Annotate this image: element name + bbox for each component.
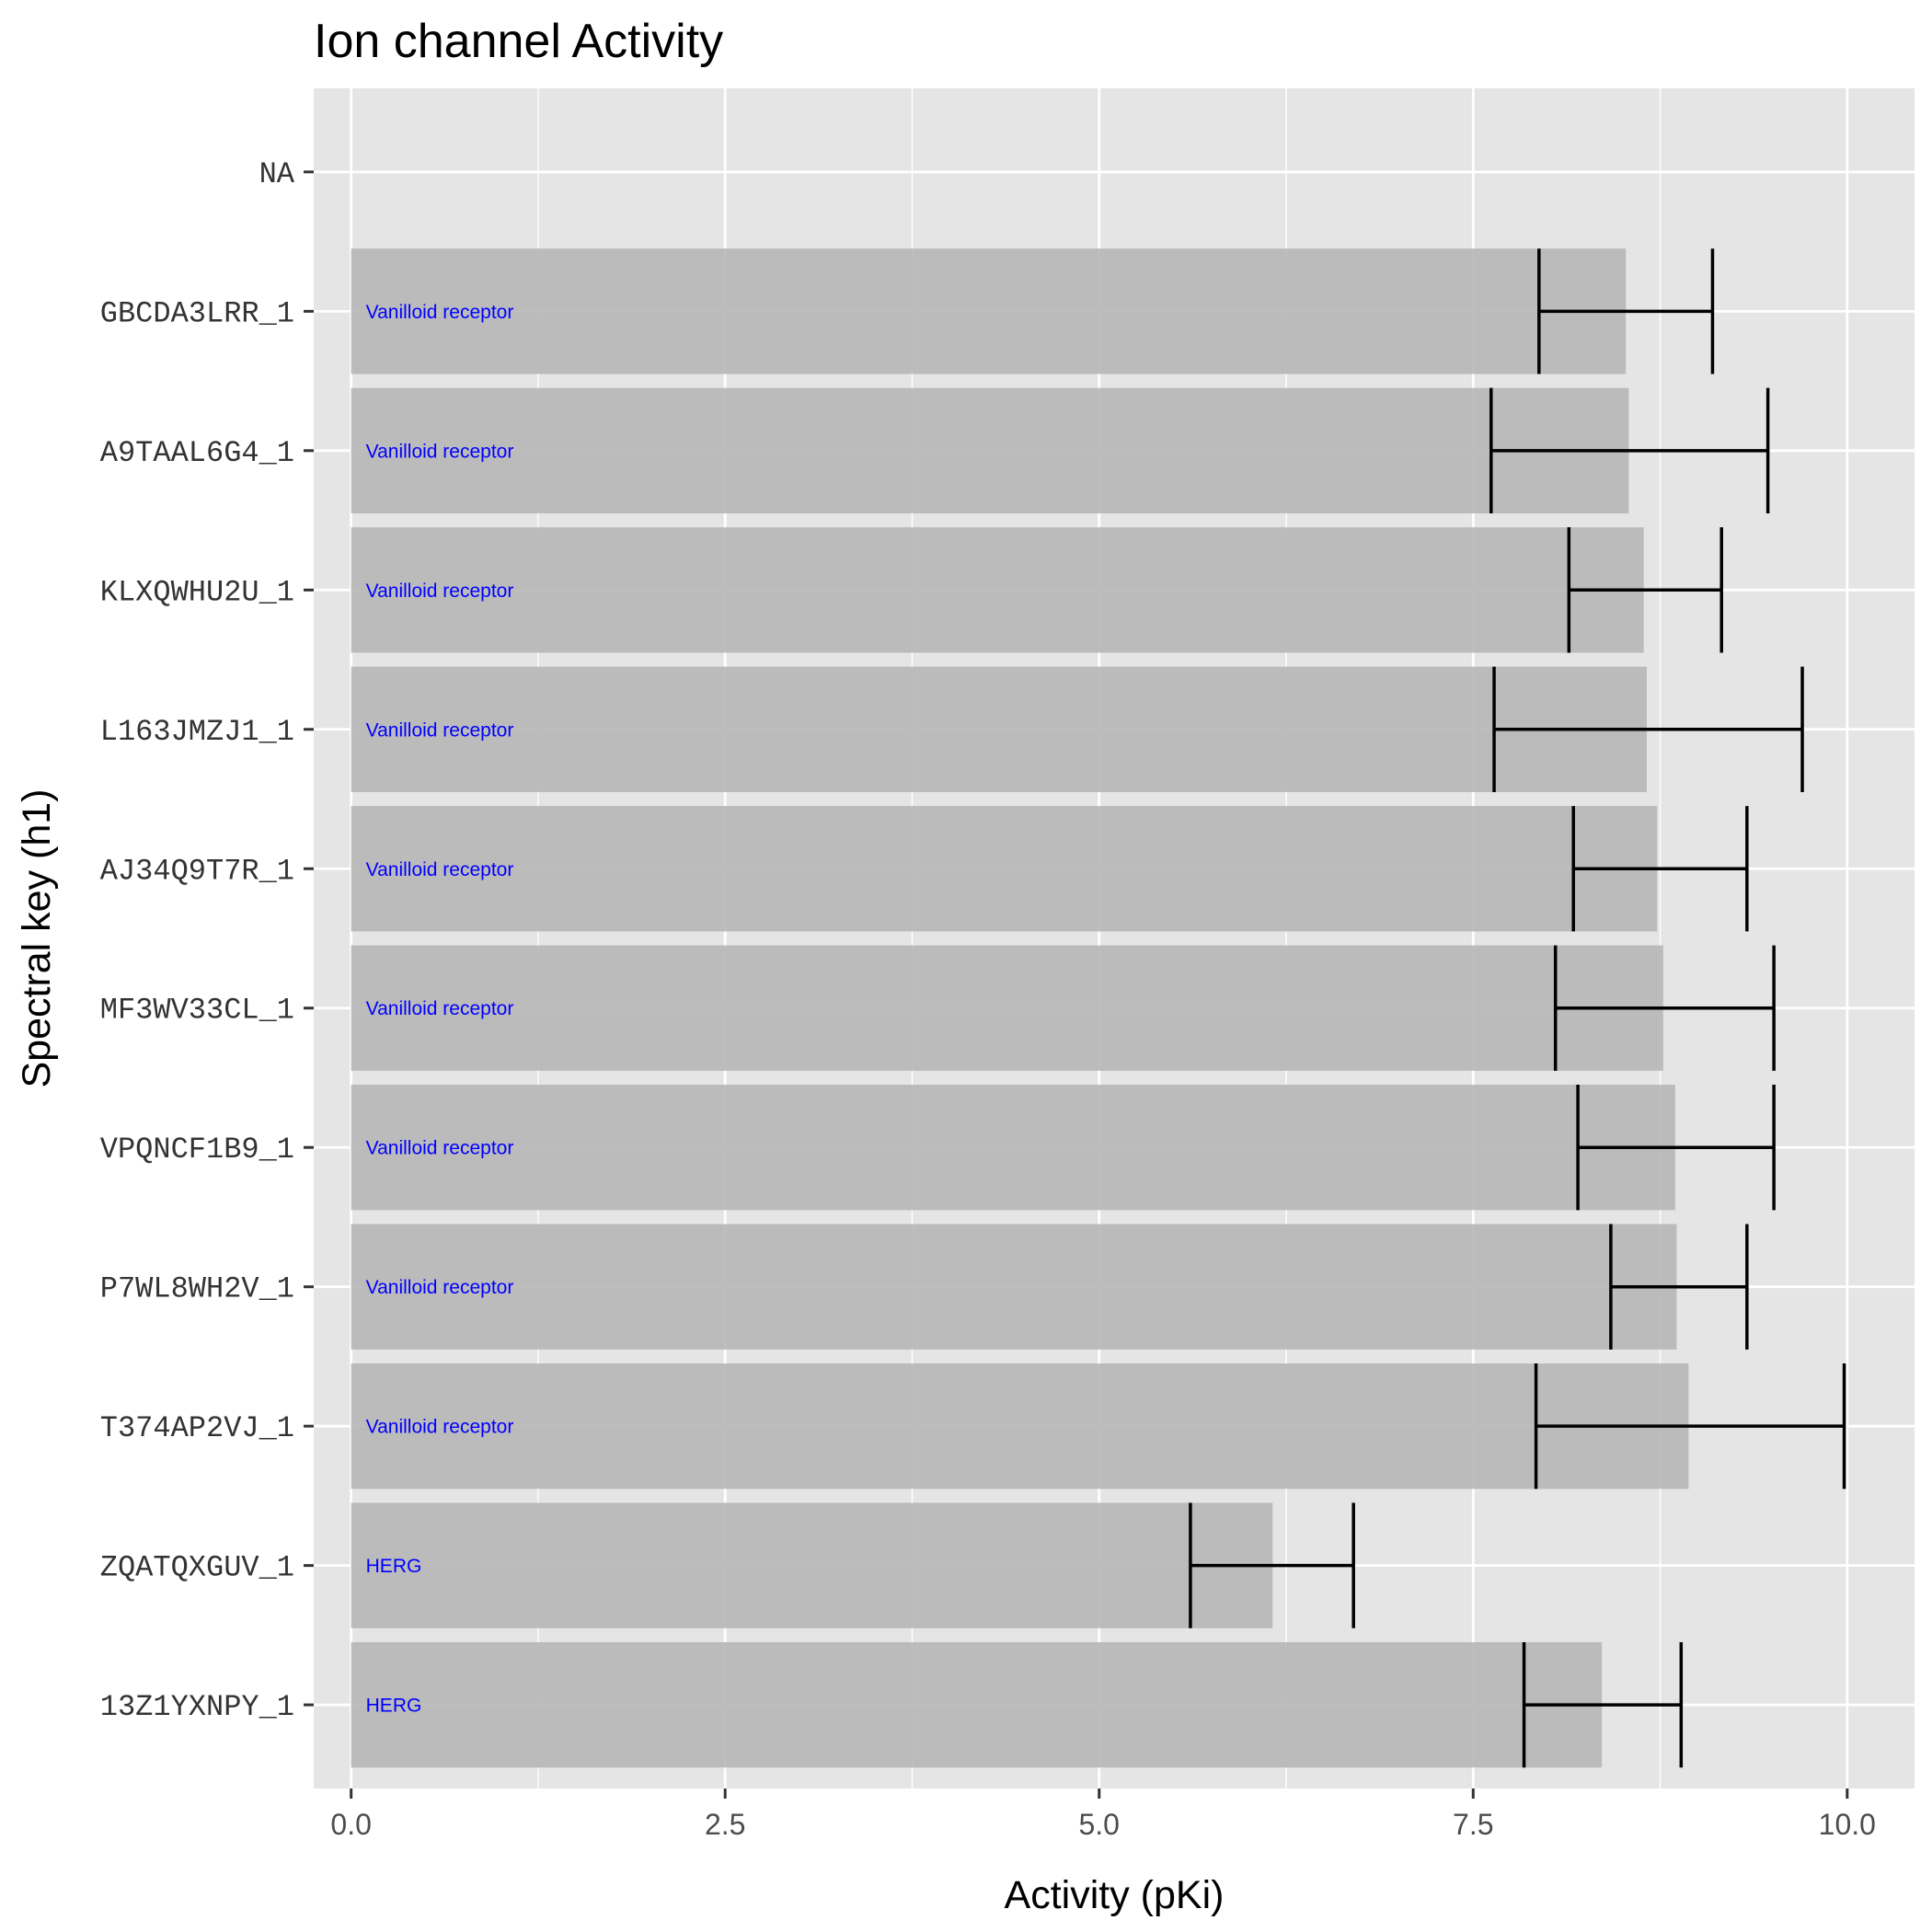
bar-data-label: HERG: [366, 1556, 422, 1577]
bar: [351, 1363, 1689, 1489]
y-tick-label: NA: [259, 157, 295, 191]
bar: [351, 1502, 1273, 1628]
bar-labels: Vanilloid receptor Vanilloid receptor Vani…: [366, 302, 514, 1717]
bar-data-label: Vanilloid receptor: [366, 719, 514, 741]
bar-data-label: Vanilloid receptor: [366, 441, 514, 462]
bar-data-label: Vanilloid receptor: [366, 1417, 514, 1438]
bar-data-label: Vanilloid receptor: [366, 1138, 514, 1159]
y-tick-label: 13Z1YXNPY_1: [100, 1690, 294, 1724]
bar: [351, 666, 1647, 792]
x-tick-label: 7.5: [1453, 1808, 1493, 1841]
bar: [351, 945, 1663, 1071]
bar-data-label: HERG: [366, 1696, 422, 1717]
bar-data-label: Vanilloid receptor: [366, 859, 514, 880]
x-axis: 0.0 2.5 5.0 7.5 10.0: [330, 1788, 1876, 1841]
bar: [351, 527, 1644, 653]
y-tick-label: P7WL8WH2V_1: [100, 1272, 294, 1306]
bar-data-label: Vanilloid receptor: [366, 1277, 514, 1298]
chart-title: Ion channel Activity: [314, 15, 723, 68]
bar-data-label: Vanilloid receptor: [366, 581, 514, 602]
x-axis-title: Activity (pKi): [1005, 1873, 1225, 1917]
y-tick-label: MF3WV33CL_1: [100, 994, 294, 1028]
y-tick-label: KLXQWHU2U_1: [100, 575, 294, 609]
y-tick-label: GBCDA3LRR_1: [100, 296, 294, 330]
y-axis-title: Spectral key (h1): [15, 788, 59, 1087]
bar: [351, 1641, 1603, 1768]
x-tick-label: 5.0: [1078, 1808, 1119, 1841]
bar: [351, 248, 1627, 374]
y-tick-label: T374AP2VJ_1: [100, 1411, 294, 1445]
x-tick-label: 0.0: [330, 1808, 371, 1841]
y-tick-label: VPQNCF1B9_1: [100, 1133, 294, 1167]
x-tick-label: 2.5: [705, 1808, 745, 1841]
bar-data-label: Vanilloid receptor: [366, 998, 514, 1019]
y-axis: NA GBCDA3LRR_1 A9TAAL6G4_1 KLXQWHU2U_1 L163J…: [100, 157, 314, 1724]
bar: [351, 387, 1629, 513]
bar: [351, 806, 1658, 932]
y-tick-label: A9TAAL6G4_1: [100, 436, 294, 470]
bars: [351, 248, 1689, 1768]
y-tick-label: ZQATQXGUV_1: [100, 1551, 294, 1585]
x-tick-label: 10.0: [1819, 1808, 1876, 1841]
error-bars: [1189, 248, 1846, 1768]
bar: [351, 1224, 1677, 1350]
y-tick-label: AJ34Q9T7R_1: [100, 854, 294, 888]
bar: [351, 1085, 1675, 1211]
bar-data-label: Vanilloid receptor: [366, 302, 514, 323]
y-tick-label: L163JMZJ1_1: [100, 715, 294, 749]
